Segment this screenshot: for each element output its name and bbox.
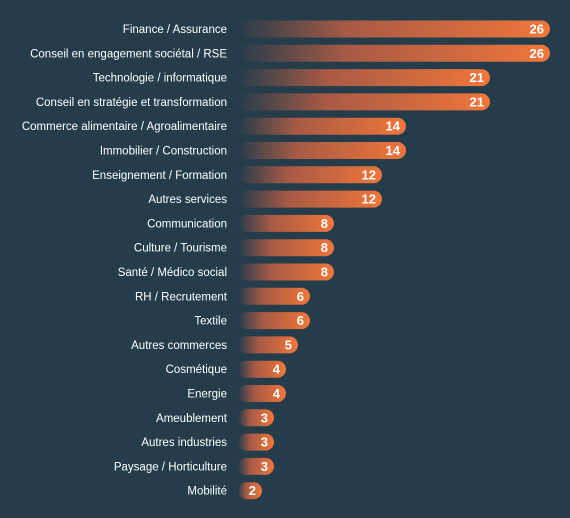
bar <box>238 93 490 111</box>
value-label: 2 <box>249 483 256 498</box>
value-label: 4 <box>273 386 281 401</box>
bar <box>238 287 310 305</box>
bar <box>238 409 274 427</box>
value-label: 8 <box>321 216 328 231</box>
category-label: Santé / Médico social <box>118 267 227 279</box>
bar <box>238 336 298 354</box>
bar <box>238 312 310 330</box>
bar <box>238 385 286 402</box>
value-label: 5 <box>285 337 292 352</box>
category-label: Ameublement <box>156 413 228 425</box>
category-label: Commerce alimentaire / Agroalimentaire <box>22 121 227 133</box>
bar <box>238 69 490 87</box>
category-label: Autres services <box>148 194 227 206</box>
bar <box>238 20 550 38</box>
bar <box>238 190 382 208</box>
value-label: 14 <box>386 143 401 158</box>
category-label: Cosmétique <box>166 364 227 376</box>
bar <box>238 166 382 184</box>
value-label: 12 <box>362 167 376 182</box>
category-label: Energie <box>187 389 227 401</box>
value-label: 3 <box>261 435 268 450</box>
category-label: Communication <box>147 218 227 230</box>
value-label: 8 <box>321 240 328 255</box>
value-label: 8 <box>321 265 328 280</box>
bar <box>238 457 274 475</box>
value-label: 6 <box>297 289 304 304</box>
category-label: Culture / Tourisme <box>134 243 227 255</box>
category-label: Autres commerces <box>131 340 227 352</box>
bar <box>238 117 406 135</box>
value-label: 3 <box>261 459 268 474</box>
value-label: 14 <box>386 119 401 134</box>
bar <box>238 44 550 62</box>
value-label: 6 <box>297 313 304 328</box>
value-label: 12 <box>362 192 376 207</box>
category-label: Immobilier / Construction <box>100 146 227 158</box>
value-label: 26 <box>530 22 544 37</box>
category-label: Autres industries <box>141 437 227 449</box>
category-label: Technologie / informatique <box>93 73 227 85</box>
bar <box>238 360 286 378</box>
bar <box>238 482 262 500</box>
bar <box>238 214 334 232</box>
value-label: 21 <box>470 94 484 109</box>
category-label: Paysage / Horticulture <box>114 461 227 473</box>
value-label: 21 <box>470 70 484 85</box>
value-label: 3 <box>261 410 268 425</box>
category-label: Textile <box>194 316 227 328</box>
category-label: Mobilité <box>187 486 227 498</box>
bar <box>238 239 334 257</box>
category-label: Conseil en stratégie et transformation <box>36 97 227 109</box>
value-label: 26 <box>530 46 544 61</box>
bar <box>238 433 274 451</box>
category-label: RH / Recrutement <box>135 291 228 303</box>
category-label: Enseignement / Formation <box>92 170 227 182</box>
category-label: Conseil en engagement sociétal / RSE <box>30 48 227 60</box>
bars-group <box>238 20 550 500</box>
bar <box>238 142 406 159</box>
bar <box>238 263 334 281</box>
category-labels-group: Finance / Assurance Conseil en engagement… <box>22 24 228 498</box>
category-label: Finance / Assurance <box>123 24 227 36</box>
value-label: 4 <box>273 362 281 377</box>
